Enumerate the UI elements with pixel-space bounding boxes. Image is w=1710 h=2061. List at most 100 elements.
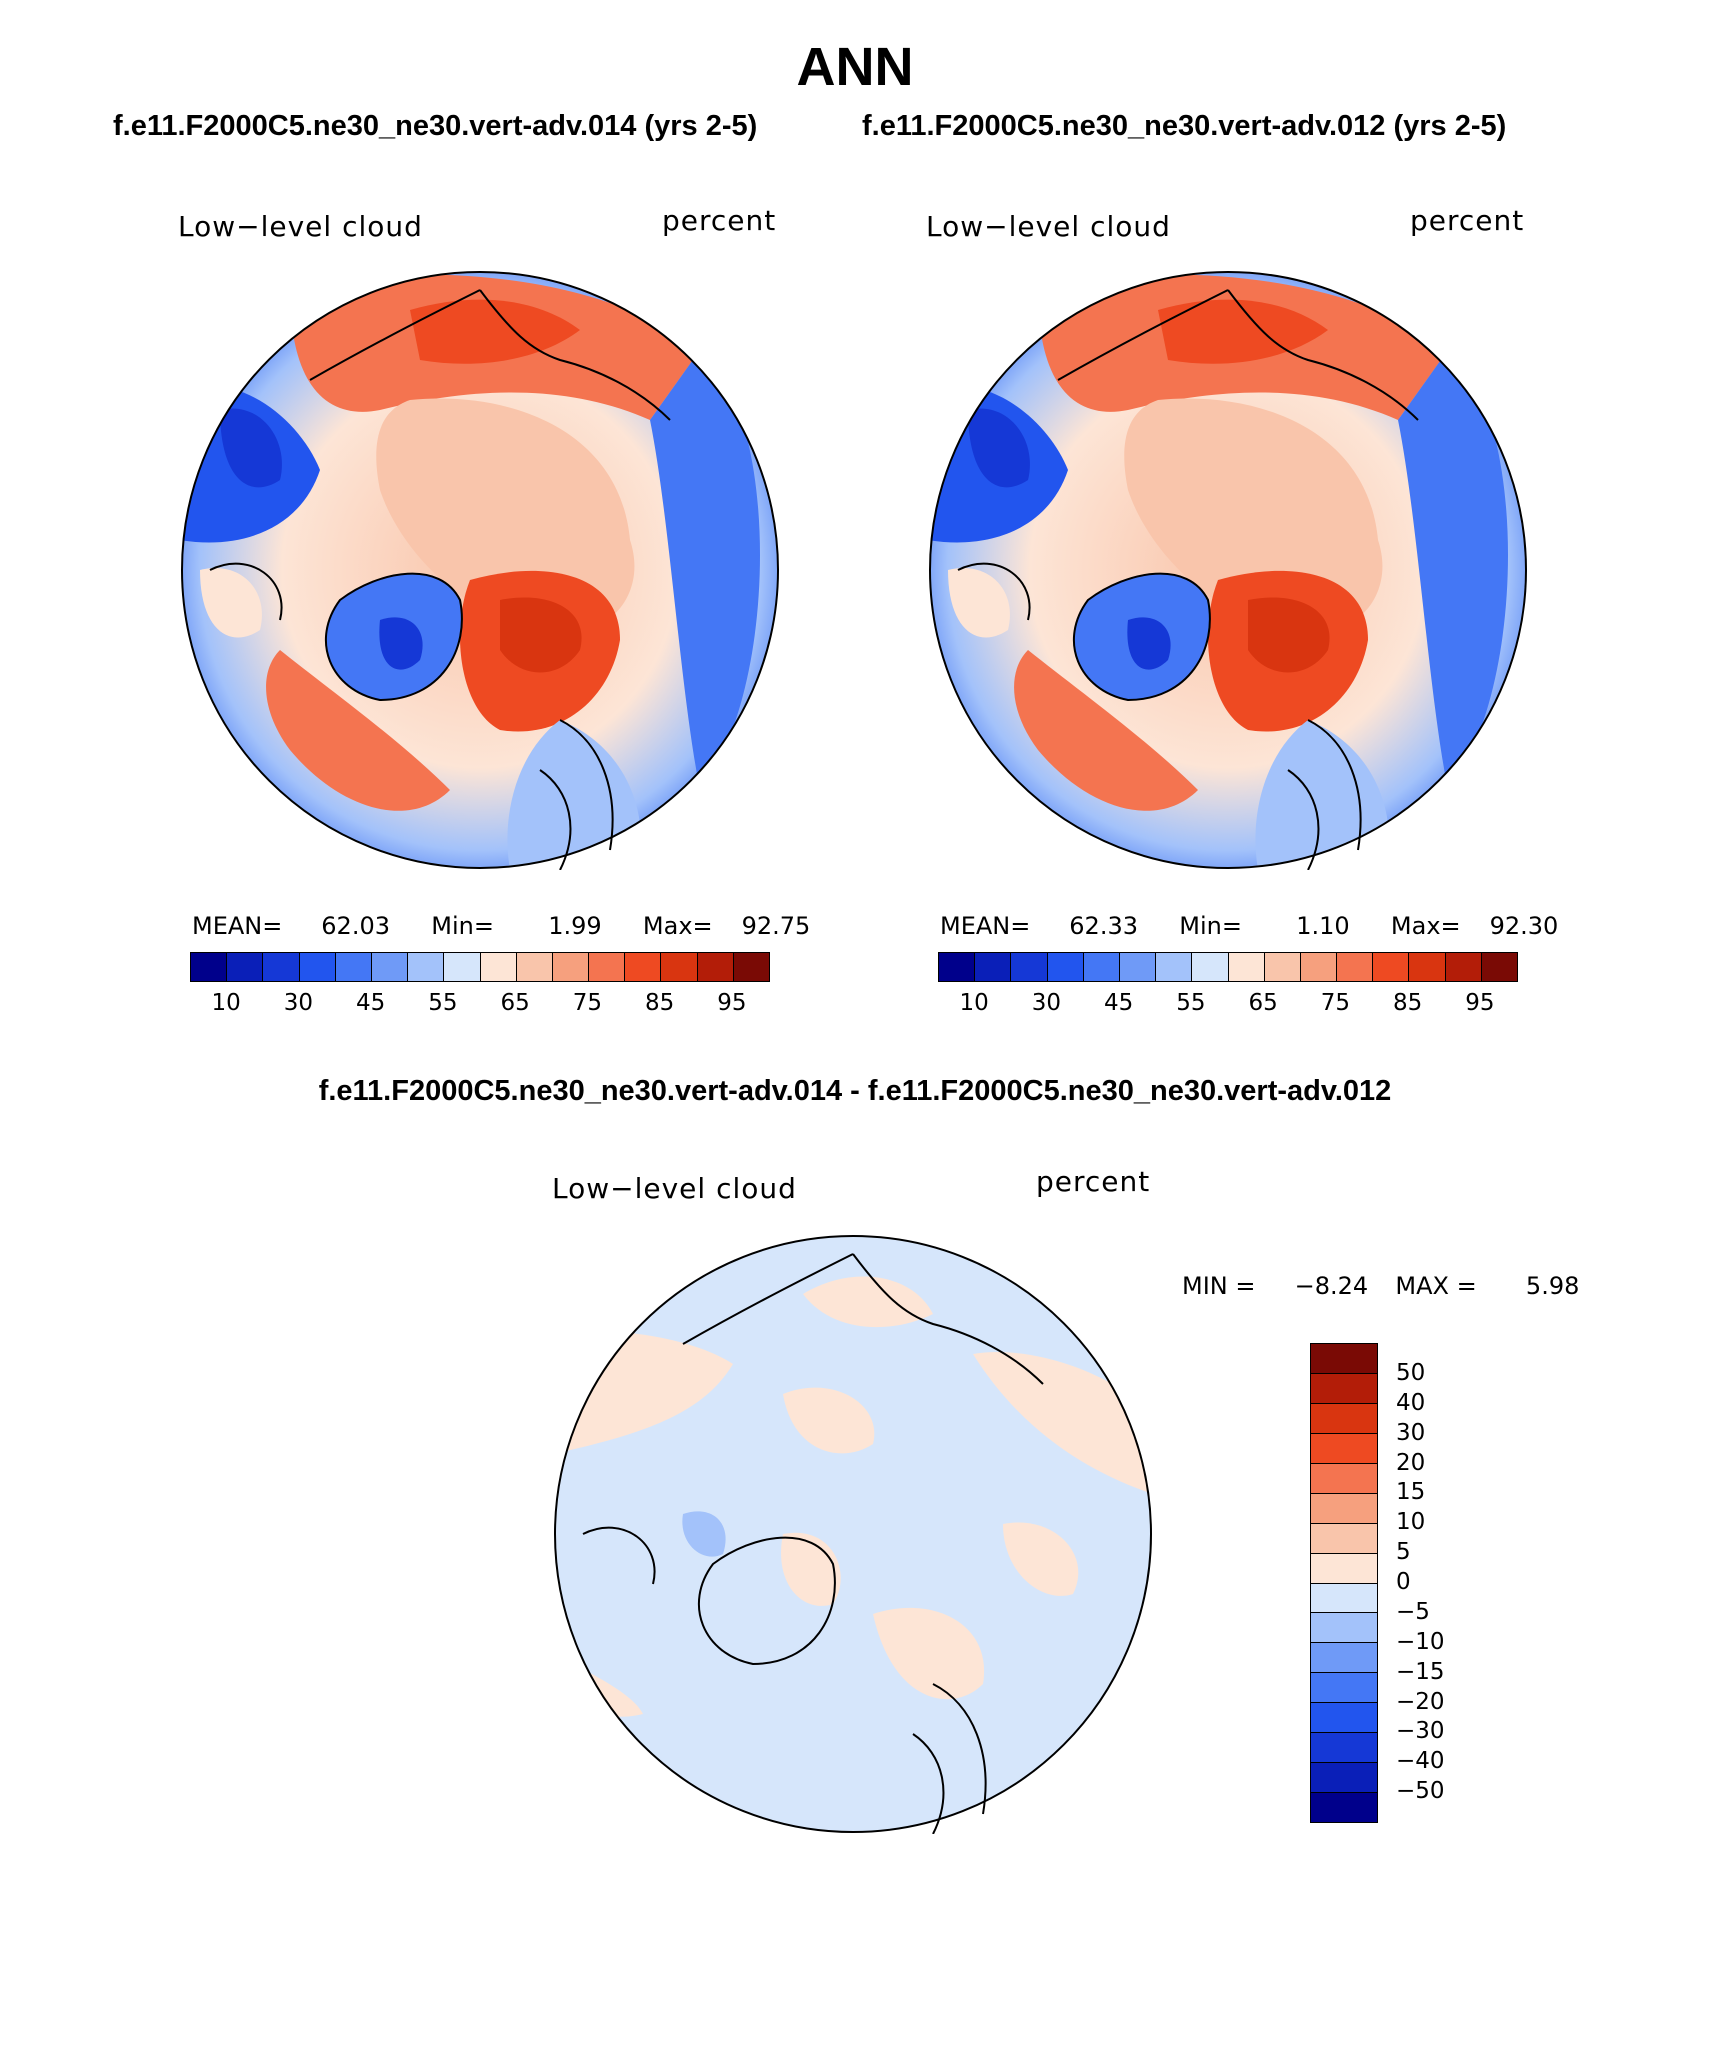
- panel3-min: −8.24: [1294, 1272, 1369, 1300]
- colorbar2-tick-label: 65: [1248, 990, 1278, 1016]
- panel3-min-label: MIN =: [1182, 1272, 1256, 1300]
- colorbar2-tick-label: 75: [1320, 990, 1351, 1016]
- colorbar3-tick-label: −20: [1396, 1688, 1445, 1715]
- colorbar2-swatch: [1444, 953, 1481, 981]
- colorbar3-swatch: [1311, 1792, 1377, 1822]
- colorbar3-tick-label: 30: [1396, 1419, 1426, 1446]
- panel1-max: 92.75: [741, 912, 811, 940]
- colorbar1-swatch: [479, 953, 516, 981]
- colorbar2-swatch: [1408, 953, 1445, 981]
- panel1-units: percent: [662, 204, 777, 237]
- colorbar1-swatch: [660, 953, 697, 981]
- colorbar1-swatch: [443, 953, 480, 981]
- colorbar3-swatch: [1311, 1432, 1377, 1463]
- colorbar1-tick-label: 95: [717, 990, 747, 1016]
- colorbar3-tick-label: −40: [1396, 1748, 1445, 1775]
- colorbar2-swatch: [1480, 953, 1517, 981]
- colorbar3-tick-label: −15: [1396, 1658, 1445, 1685]
- colorbar1-swatch: [624, 953, 661, 981]
- map3-boundary: [554, 1235, 1152, 1833]
- map2-region-arctic: [1124, 398, 1383, 635]
- colorbar2-tick-label: 85: [1392, 990, 1423, 1016]
- colorbar2-tick-label: 95: [1465, 990, 1495, 1016]
- colorbar2-swatch: [1046, 953, 1083, 981]
- colorbar3-swatch: [1311, 1402, 1377, 1433]
- map2-region-greenland-core: [1127, 617, 1171, 670]
- map1-coastlines: [209, 289, 671, 870]
- colorbar3-swatch: [1311, 1702, 1377, 1733]
- case1-title: f.e11.F2000C5.ne30_ne30.vert-adv.014 (yr…: [113, 110, 758, 142]
- colorbar-difference: 50 40 30 20 15 10 5 0 −5 −10 −15 −20 −30 −40 −50: [1310, 1343, 1445, 1823]
- colorbar3-swatch: [1311, 1612, 1377, 1643]
- colorbar2-swatch: [1010, 953, 1047, 981]
- panel2-mean: 62.33: [1069, 912, 1138, 940]
- panel2-variable: Low−level cloud: [926, 210, 1171, 243]
- colorbar2-swatch: [1372, 953, 1409, 981]
- map2-boundary: [929, 271, 1527, 869]
- map2-region-pacific-core: [968, 408, 1030, 488]
- colorbar2-tick-label: 30: [1031, 990, 1062, 1016]
- colorbar3-tick-label: 10: [1396, 1509, 1426, 1536]
- colorbar3-swatch: [1311, 1462, 1377, 1493]
- colorbar3-swatch: [1311, 1582, 1377, 1613]
- diff-title: f.e11.F2000C5.ne30_ne30.vert-adv.014 - f…: [318, 1075, 1392, 1107]
- colorbar1-swatch: [191, 953, 227, 981]
- map3-region-pos-6: [873, 1607, 985, 1700]
- colorbar3-tick-label: 0: [1396, 1569, 1411, 1595]
- colorbar3-tick-label: 5: [1396, 1539, 1411, 1566]
- colorbar1-tick-label: 30: [283, 990, 314, 1016]
- colorbar3-tick-label: 40: [1396, 1389, 1426, 1416]
- colorbar1-swatch: [370, 953, 408, 981]
- map2-region-labrador: [1014, 650, 1198, 811]
- map1-region-siberia-core: [410, 299, 580, 364]
- colorbar2-swatch: [1227, 953, 1264, 981]
- map2-region-alaska: [948, 568, 1010, 638]
- panel2-max: 92.30: [1489, 912, 1559, 940]
- colorbar3-tick-label: 50: [1396, 1359, 1426, 1386]
- colorbar1-swatch: [551, 953, 589, 981]
- panel1-mean-label: MEAN=: [192, 912, 283, 940]
- map1-region-pacific-core: [220, 408, 282, 488]
- colorbar2-swatch: [939, 953, 975, 981]
- colorbar1-swatch: [262, 953, 299, 981]
- map1-region-eurasia-east: [650, 350, 760, 790]
- colorbar1-swatch: [515, 953, 552, 981]
- map1-region-greenland-core: [379, 617, 423, 670]
- colorbar3-swatch: [1311, 1552, 1377, 1583]
- panel1-variable: Low−level cloud: [178, 210, 423, 243]
- colorbar3-swatch: [1311, 1672, 1377, 1703]
- colorbar1-tick-label: 85: [644, 990, 675, 1016]
- colorbar2-tick-label: 55: [1176, 990, 1206, 1016]
- colorbar1-swatch: [407, 953, 444, 981]
- panel2-min: 1.10: [1296, 912, 1350, 940]
- panel1-stats: MEAN= 62.03 Min= 1.99 Max= 92.75: [192, 912, 810, 940]
- colorbar1-tick-label: 55: [428, 990, 458, 1016]
- map3-coastlines: [582, 1253, 1044, 1834]
- colorbar-case2: 10 30 45 55 65 75 85 95: [938, 952, 1518, 1016]
- map3-region-neg-1: [682, 1511, 726, 1557]
- colorbar3-tick-label: −5: [1396, 1598, 1430, 1625]
- colorbar1-tick-label: 45: [355, 990, 386, 1016]
- colorbar2-swatch: [1191, 953, 1228, 981]
- colorbar2-swatch: [1082, 953, 1119, 981]
- map2-region-europe: [1255, 720, 1390, 868]
- colorbar3-tick-label: 15: [1396, 1479, 1426, 1506]
- map2-region-eurasia-east: [1398, 350, 1508, 790]
- colorbar1-swatch: [334, 953, 371, 981]
- map-case2: [929, 271, 1527, 870]
- colorbar2-swatch: [1118, 953, 1156, 981]
- colorbar2-swatch: [1336, 953, 1373, 981]
- colorbar3-tick-label: −50: [1396, 1778, 1445, 1805]
- colorbar1-tick-label: 75: [572, 990, 603, 1016]
- panel1-max-label: Max=: [642, 912, 713, 940]
- panel1-mean: 62.03: [321, 912, 390, 940]
- map3-region-pos-5: [781, 1532, 841, 1606]
- colorbar2-swatch: [1155, 953, 1192, 981]
- colorbar3-swatch: [1311, 1492, 1377, 1523]
- panel2-stats: MEAN= 62.33 Min= 1.10 Max= 92.30: [940, 912, 1558, 940]
- colorbar2-tick-label: 10: [959, 990, 989, 1016]
- panel2-mean-label: MEAN=: [940, 912, 1031, 940]
- colorbar2-swatch: [974, 953, 1011, 981]
- map1-region-alaska: [200, 568, 262, 638]
- colorbar3-swatch: [1311, 1372, 1377, 1403]
